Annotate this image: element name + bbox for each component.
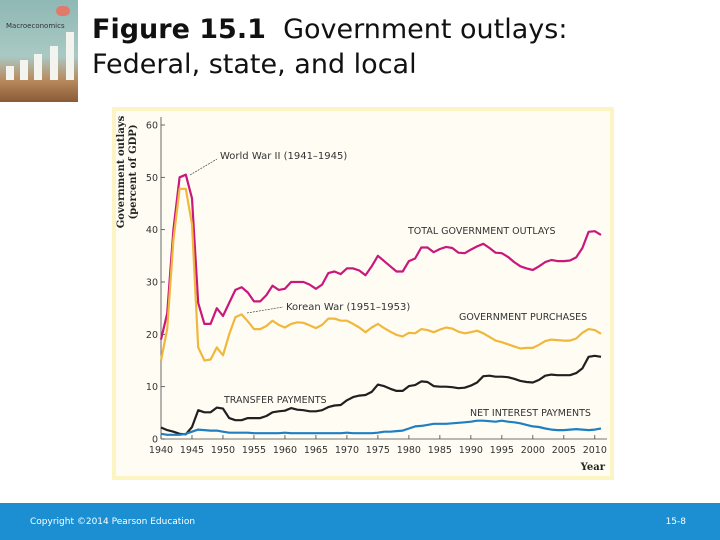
x-tick-label: 2010 [583, 445, 607, 456]
y-axis-label-line1: Government outlays [116, 115, 127, 228]
title-text: Government outlays: [283, 14, 568, 45]
slide-footer: Copyright ©2014 Pearson Education 15-8 [0, 503, 720, 540]
series-label-total: TOTAL GOVERNMENT OUTLAYS [407, 226, 556, 237]
x-tick-label: 1975 [366, 445, 390, 456]
x-tick-label: 1985 [428, 445, 452, 456]
page-number: 15-8 [665, 517, 686, 527]
x-tick-label: 1960 [273, 445, 297, 456]
korean-war-leader-line [246, 306, 284, 314]
x-tick-label: 1955 [242, 445, 266, 456]
global-edition-badge [56, 6, 70, 16]
x-tick-label: 2005 [552, 445, 576, 456]
slide-title: Figure 15.1 Government outlays: Federal,… [92, 12, 567, 82]
chart-labels: Government outlays (percent of GDP) Year… [116, 115, 606, 473]
annotation-korean-war: Korean War (1951–1953) [286, 302, 410, 313]
y-tick-label: 30 [146, 278, 158, 289]
y-tick-label: 10 [146, 382, 158, 393]
x-tick-label: 1990 [459, 445, 483, 456]
y-tick-label: 0 [152, 435, 158, 446]
cover-title: Macroeconomics [6, 22, 65, 30]
series-line-interest [160, 419, 602, 436]
series-line-purchases [159, 187, 602, 362]
series-label-interest: NET INTEREST PAYMENTS [470, 408, 591, 419]
series-line-transfer [160, 354, 602, 436]
x-tick-label: 1950 [211, 445, 235, 456]
y-tick-label: 50 [146, 173, 158, 184]
series-lines [159, 173, 602, 436]
textbook-cover-image: Macroeconomics [0, 0, 78, 102]
x-tick-label: 1945 [180, 445, 204, 456]
y-tick-label: 60 [146, 121, 158, 132]
copyright-text: Copyright ©2014 Pearson Education [30, 517, 196, 527]
x-tick-label: 1980 [397, 445, 421, 456]
wwii-leader-line [189, 158, 218, 176]
x-axis-label: Year [580, 462, 606, 473]
series-line-total [159, 173, 602, 340]
x-tick-label: 2000 [521, 445, 545, 456]
figure-number: Figure 15.1 [92, 14, 266, 45]
x-tick-label: 1940 [149, 445, 173, 456]
x-tick-label: 1965 [304, 445, 328, 456]
x-tick-label: 1995 [490, 445, 514, 456]
axes: 0 10 20 30 40 50 60 1940 1945 1950 1955 1960 1965 197… [146, 117, 607, 456]
series-label-purchases: GOVERNMENT PURCHASES [459, 312, 587, 323]
series-label-transfer: TRANSFER PAYMENTS [223, 395, 327, 406]
x-tick-label: 1970 [335, 445, 359, 456]
y-tick-label: 40 [146, 225, 158, 236]
annotation-wwii: World War II (1941–1945) [220, 151, 347, 162]
y-tick-label: 20 [146, 330, 158, 341]
title-text-line2: Federal, state, and local [92, 49, 417, 80]
y-axis-label-line2: (percent of GDP) [128, 124, 139, 219]
